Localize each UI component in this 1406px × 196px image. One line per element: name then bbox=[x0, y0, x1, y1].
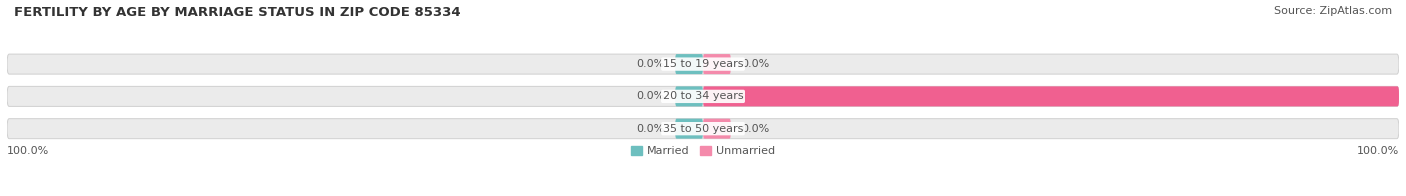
FancyBboxPatch shape bbox=[675, 86, 703, 106]
FancyBboxPatch shape bbox=[703, 54, 731, 74]
FancyBboxPatch shape bbox=[703, 119, 731, 139]
FancyBboxPatch shape bbox=[7, 86, 1399, 106]
FancyBboxPatch shape bbox=[675, 119, 703, 139]
Text: 35 to 50 years: 35 to 50 years bbox=[662, 124, 744, 134]
Text: 0.0%: 0.0% bbox=[637, 124, 665, 134]
Text: 0.0%: 0.0% bbox=[637, 59, 665, 69]
Text: 0.0%: 0.0% bbox=[741, 124, 769, 134]
Text: 100.0%: 100.0% bbox=[1357, 146, 1399, 156]
Text: Source: ZipAtlas.com: Source: ZipAtlas.com bbox=[1274, 6, 1392, 16]
Text: 15 to 19 years: 15 to 19 years bbox=[662, 59, 744, 69]
FancyBboxPatch shape bbox=[7, 54, 1399, 74]
FancyBboxPatch shape bbox=[675, 54, 703, 74]
Text: 0.0%: 0.0% bbox=[637, 91, 665, 101]
Text: FERTILITY BY AGE BY MARRIAGE STATUS IN ZIP CODE 85334: FERTILITY BY AGE BY MARRIAGE STATUS IN Z… bbox=[14, 6, 461, 19]
Legend: Married, Unmarried: Married, Unmarried bbox=[631, 146, 775, 156]
Text: 100.0%: 100.0% bbox=[7, 146, 49, 156]
Text: 0.0%: 0.0% bbox=[741, 59, 769, 69]
FancyBboxPatch shape bbox=[703, 86, 1399, 106]
FancyBboxPatch shape bbox=[7, 119, 1399, 139]
Text: 20 to 34 years: 20 to 34 years bbox=[662, 91, 744, 101]
